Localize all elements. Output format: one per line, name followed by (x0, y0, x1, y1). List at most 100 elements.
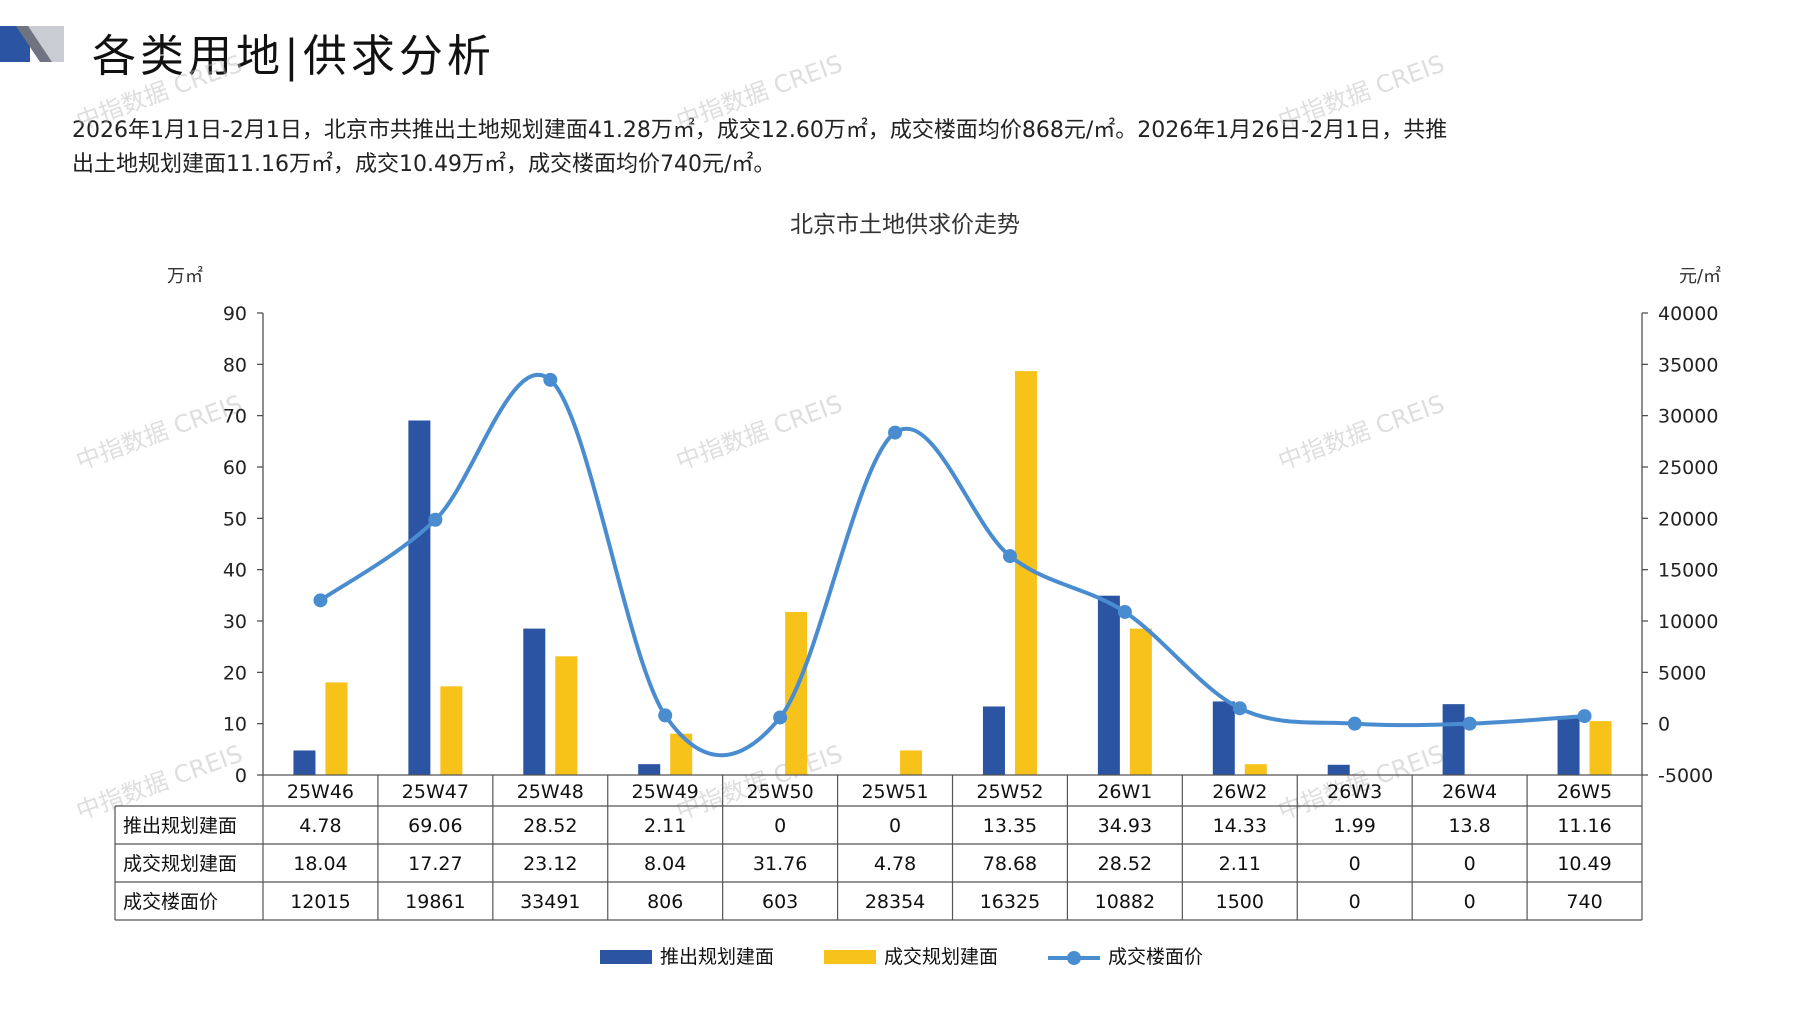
price-point (428, 512, 443, 527)
price-point (658, 708, 673, 723)
price-point (1232, 701, 1247, 716)
price-line (319, 372, 1585, 758)
table-cell-value: 14.33 (1213, 815, 1267, 837)
chart-title: 北京市土地供求价走势 (790, 212, 1020, 238)
table-cell-value: 13.8 (1448, 815, 1490, 837)
table-category-label: 25W48 (517, 781, 584, 803)
bar-supply (523, 628, 546, 775)
table-category-label: 26W2 (1212, 781, 1267, 803)
watermark-1: 中指数据 CREIS (672, 50, 846, 136)
right-axis-tick-label: 30000 (1658, 406, 1718, 428)
table-cell-value: 10882 (1095, 891, 1155, 913)
price-point (1577, 709, 1592, 724)
table-category-label: 26W1 (1097, 781, 1152, 803)
bar-supply (408, 420, 431, 775)
bar-supply (1327, 764, 1350, 775)
intro-line-1: 2026年1月1日-2月1日，北京市共推出土地规划建面41.28万㎡，成交12.… (72, 118, 1448, 143)
table-category-label: 25W51 (861, 781, 928, 803)
bar-deal (1244, 764, 1267, 775)
table-cell-value: 28.52 (1098, 853, 1152, 875)
intro-text: 2026年1月1日-2月1日，北京市共推出土地规划建面41.28万㎡，成交12.… (72, 114, 1732, 182)
right-axis-tick-label: 35000 (1658, 354, 1718, 376)
left-axis-tick-label: 80 (223, 354, 247, 376)
watermark-0: 中指数据 CREIS (72, 50, 246, 136)
table-cell-value: 11.16 (1557, 815, 1611, 837)
table-cell-value: 1.99 (1334, 815, 1376, 837)
table-cell-value: 0 (774, 815, 786, 837)
left-axis-unit: 万㎡ (167, 265, 203, 287)
bar-supply (293, 750, 316, 775)
left-axis-tick-label: 60 (223, 457, 247, 479)
table-cell-value: 31.76 (753, 853, 807, 875)
bar-deal (900, 750, 923, 775)
table-cell-value: 23.12 (523, 853, 577, 875)
left-axis-tick-label: 0 (235, 765, 247, 787)
right-axis-tick-label: 10000 (1658, 611, 1718, 633)
table-cell-value: 0 (1349, 891, 1361, 913)
table-category-label: 25W50 (747, 781, 814, 803)
right-axis-tick-label: 20000 (1658, 508, 1718, 530)
left-axis-tick-label: 90 (223, 303, 247, 325)
watermark-6: 中指数据 CREIS (72, 740, 246, 826)
table-cell-value: 78.68 (983, 853, 1037, 875)
table-cell-value: 2.11 (1219, 853, 1261, 875)
table-cell-value: 0 (1349, 853, 1361, 875)
left-axis-tick-label: 30 (223, 611, 247, 633)
table-cell-value: 69.06 (408, 815, 462, 837)
price-point (313, 593, 328, 608)
bar-deal (1014, 371, 1037, 775)
price-point (543, 372, 558, 387)
table-cell-value: 28.52 (523, 815, 577, 837)
right-axis-unit: 元/㎡ (1679, 265, 1721, 287)
bar-deal (325, 682, 348, 775)
right-axis-tick-label: 15000 (1658, 560, 1718, 582)
left-axis-tick-label: 40 (223, 560, 247, 582)
legend-marker-price (1067, 951, 1081, 965)
watermark-2: 中指数据 CREIS (1274, 50, 1448, 136)
table-category-label: 25W49 (632, 781, 699, 803)
right-axis-tick-label: -5000 (1658, 765, 1713, 787)
table-cell-value: 0 (1464, 891, 1476, 913)
table-row-header: 成交楼面价 (123, 891, 218, 913)
bar-deal (555, 656, 578, 775)
legend-label-deal: 成交规划建面 (884, 946, 998, 968)
header-logo-icon (0, 26, 64, 62)
price-point (1347, 716, 1362, 731)
table-cell-value: 0 (889, 815, 901, 837)
price-point (1462, 716, 1477, 731)
table-cell-value: 0 (1464, 853, 1476, 875)
left-axis-tick-label: 70 (223, 406, 247, 428)
price-point (1002, 549, 1017, 564)
price-point (773, 710, 788, 725)
table-cell-value: 8.04 (644, 853, 686, 875)
table-cell-value: 603 (762, 891, 798, 913)
bar-deal (1589, 721, 1612, 775)
bar-supply (1442, 704, 1465, 775)
bar-deal (1129, 628, 1152, 775)
table-category-label: 25W52 (976, 781, 1043, 803)
table-cell-value: 16325 (980, 891, 1040, 913)
legend-label-supply: 推出规划建面 (660, 946, 774, 968)
table-cell-value: 17.27 (408, 853, 462, 875)
right-axis-tick-label: 40000 (1658, 303, 1718, 325)
legend-swatch-deal (824, 950, 876, 964)
table-cell-value: 1500 (1216, 891, 1264, 913)
bar-supply (1097, 595, 1120, 775)
table-row-header: 成交规划建面 (123, 853, 237, 875)
watermark-3: 中指数据 CREIS (72, 390, 246, 476)
table-cell-value: 4.78 (874, 853, 916, 875)
right-axis-tick-label: 0 (1658, 714, 1670, 736)
table-row-header: 推出规划建面 (123, 815, 237, 837)
table-category-label: 25W47 (402, 781, 469, 803)
table-cell-value: 740 (1566, 891, 1602, 913)
bar-supply (982, 706, 1005, 775)
left-axis-tick-label: 10 (223, 714, 247, 736)
watermark-5: 中指数据 CREIS (1274, 390, 1448, 476)
intro-line-2: 出土地规划建面11.16万㎡，成交10.49万㎡，成交楼面均价740元/㎡。 (72, 152, 776, 177)
page-title: 各类用地|供求分析 (92, 31, 495, 82)
legend-swatch-supply (600, 950, 652, 964)
table-category-label: 26W3 (1327, 781, 1382, 803)
table-cell-value: 806 (647, 891, 683, 913)
table-category-label: 26W5 (1557, 781, 1612, 803)
